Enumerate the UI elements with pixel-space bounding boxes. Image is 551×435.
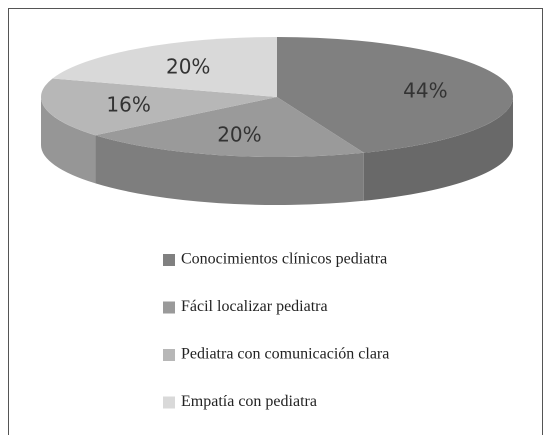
data-label: 20%	[217, 123, 261, 147]
pie-slice	[52, 37, 278, 97]
pie-slice	[40, 78, 277, 136]
legend-label: Fácil localizar pediatra	[181, 298, 328, 315]
pie-slice	[95, 97, 364, 157]
data-label: 44%	[403, 78, 447, 102]
legend-label: Conocimientos clínicos pediatra	[181, 251, 387, 268]
pie-side	[41, 97, 96, 184]
legend-swatch	[163, 349, 175, 361]
pie-slice	[277, 37, 514, 153]
data-label: 20%	[166, 54, 210, 78]
legend-swatch	[163, 254, 175, 266]
pie-side	[95, 135, 364, 206]
data-label: 16%	[106, 93, 150, 117]
legend-swatch	[163, 396, 175, 409]
legend-swatch	[163, 301, 175, 314]
legend-label: Empatía con pediatra	[181, 393, 317, 410]
pie-side	[363, 97, 513, 201]
legend-label: Pediatra con comunicación clara	[181, 346, 389, 363]
